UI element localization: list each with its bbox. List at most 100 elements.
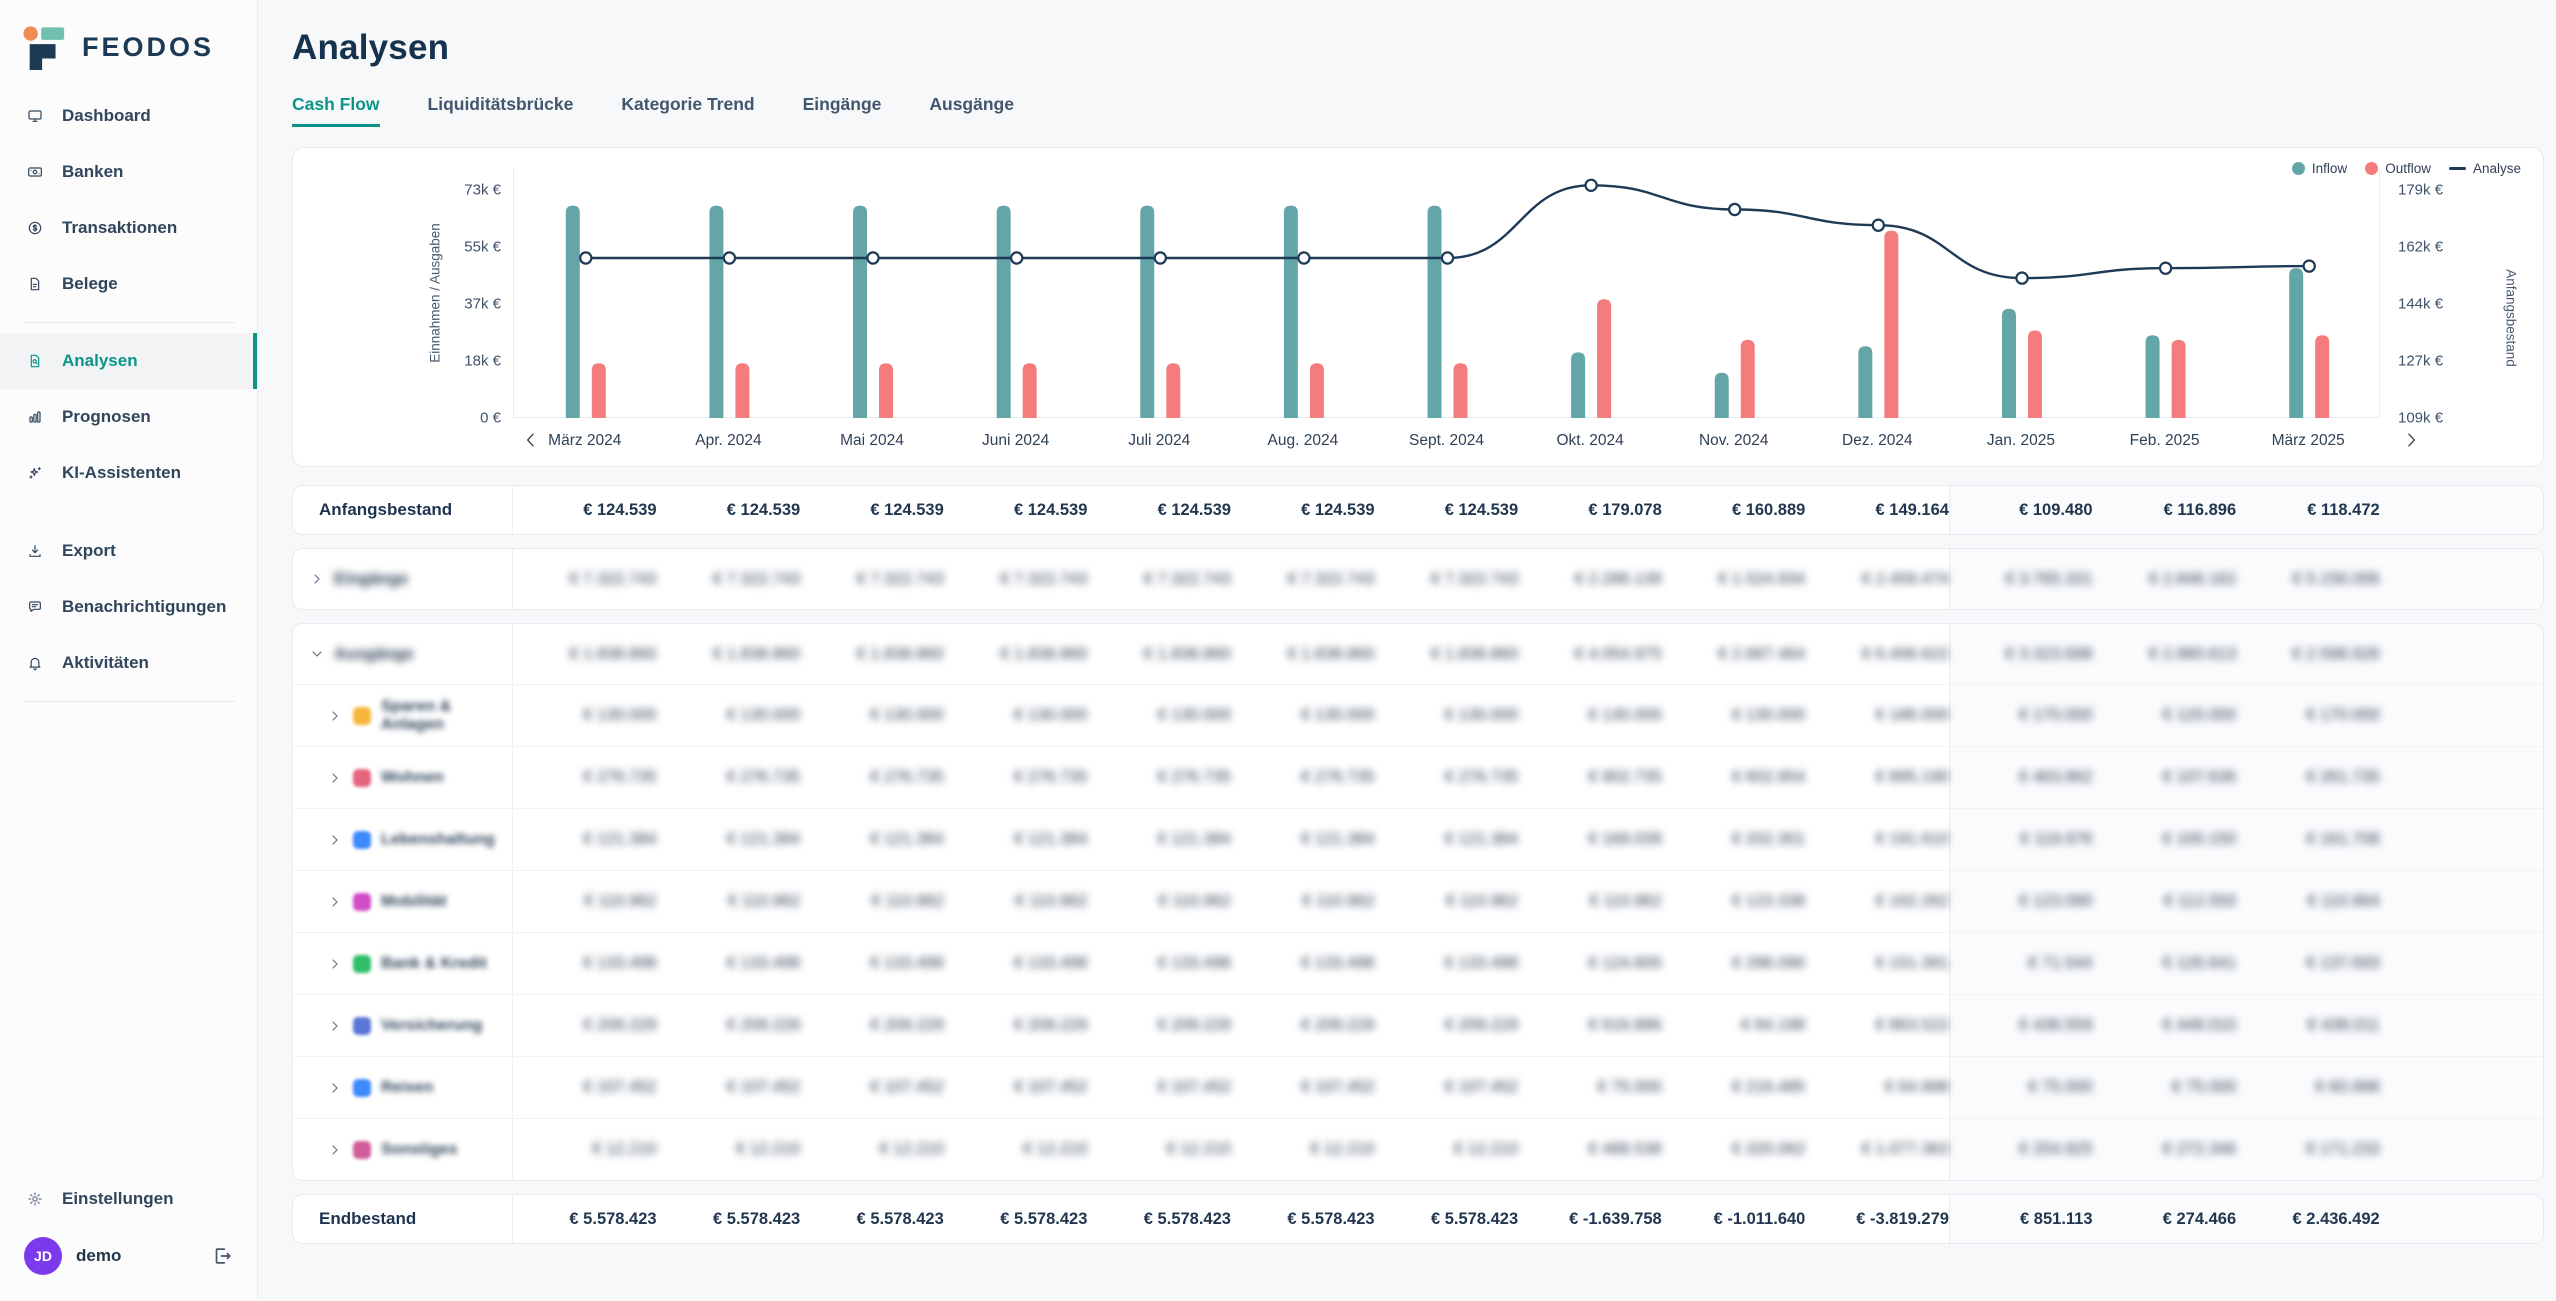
sidebar-item-banken[interactable]: Banken [0,144,257,200]
analyse-point[interactable] [2302,259,2316,273]
sidebar-item-export[interactable]: Export [0,523,257,579]
outflow-bar[interactable] [2171,339,2186,418]
analyse-point[interactable] [1727,202,1742,217]
inflow-bar[interactable] [2289,268,2304,418]
chart-prev-period-button[interactable] [521,430,543,452]
cell-value: € 121.384 [1013,830,1088,848]
chart-next-period-button[interactable] [2401,430,2423,452]
x-axis-label: Apr. 2024 [695,432,762,449]
expand-chevron-icon[interactable] [327,1080,343,1096]
table-row-sonstiges: Sonstiges € 12.210 € 12.210 € 12.210 € 12.21… [293,1118,2543,1180]
sidebar-item-transaktionen[interactable]: Transaktionen [0,200,257,256]
outflow-bar[interactable] [2315,335,2330,418]
analyse-point[interactable] [722,251,737,265]
tab-kategorie-trend[interactable]: Kategorie Trend [621,94,755,114]
table-cell: € 191.610 [1805,809,1949,870]
sidebar-item-prognosen[interactable]: Prognosen [0,389,257,445]
tab-liquiditätsbrücke[interactable]: Liquiditätsbrücke [427,94,574,114]
legend-label: Outflow [2385,161,2431,176]
inflow-bar[interactable] [2001,308,2016,418]
row-label-cell: Ausgänge [293,624,513,684]
sidebar-item-benachrichtigungen[interactable]: Benachrichtigungen [0,579,257,635]
table-cell: € 202.301 [1662,809,1805,870]
outflow-bar[interactable] [1166,363,1181,418]
tab-eingänge[interactable]: Eingänge [802,94,882,114]
outflow-bar[interactable] [2027,330,2042,419]
cell-value: € 7.322.743 [569,569,657,588]
table-cell: € 5.578.423 [1231,1195,1374,1243]
logout-button[interactable] [211,1245,233,1267]
sidebar-item-analysen[interactable]: Analysen [0,333,257,389]
analyse-point[interactable] [1010,251,1024,265]
expand-chevron-icon[interactable] [327,708,343,724]
analyse-point[interactable] [2015,271,2029,285]
inflow-bar[interactable] [853,205,868,418]
legend-item-outflow[interactable]: Outflow [2365,161,2431,176]
outflow-bar[interactable] [879,363,894,418]
analyse-point[interactable] [1871,218,1886,232]
outflow-bar[interactable] [1740,339,1755,418]
tab-ausgänge[interactable]: Ausgänge [929,94,1014,114]
outflow-bar[interactable] [591,363,606,418]
inflow-bar[interactable] [2145,335,2160,418]
cell-value: € 320.062 [1731,1140,1806,1158]
table-cell: € 1.838.860 [657,624,800,684]
inflow-bar[interactable] [1714,372,1729,418]
table-cell: € 272.346 [2092,1119,2237,1180]
sidebar-item-ki-assistenten[interactable]: KI-Assistenten [0,445,257,501]
legend-item-analyse[interactable]: Analyse [2448,161,2521,176]
cell-value: € 209.229 [870,1016,944,1034]
outflow-bar[interactable] [1597,299,1612,418]
cell-value: € 124.539 [583,500,657,519]
analyse-point[interactable] [1440,251,1455,265]
table-cell: € 118.472 [2236,486,2380,534]
table-cell: € 5.578.423 [800,1195,944,1243]
expand-chevron-icon[interactable] [309,571,325,587]
analyse-point[interactable] [2158,261,2173,275]
inflow-bar[interactable] [1571,352,1586,418]
cell-value: € 12.210 [592,1140,657,1158]
analyse-point[interactable] [1297,251,1311,265]
table-cell: € -1.011.640 [1662,1195,1806,1243]
table-cell: € 110.962 [1231,871,1374,932]
sidebar-item-dashboard[interactable]: Dashboard [0,88,257,144]
analyse-point[interactable] [579,251,593,265]
outflow-bar[interactable] [1884,230,1899,418]
cell-value: € 130.000 [1588,706,1662,724]
chart-x-axis: März 2024 Apr. 2024 Mai 2024 Juni 2024 Juli … [513,429,2380,455]
expand-chevron-icon[interactable] [327,894,343,910]
sidebar-item-belege[interactable]: Belege [0,256,257,312]
expand-chevron-icon[interactable] [327,770,343,786]
outflow-bar[interactable] [1309,363,1324,418]
analyse-point[interactable] [1584,178,1598,192]
user-row[interactable]: JD demo [0,1227,257,1281]
analyse-point[interactable] [866,251,880,265]
inflow-bar[interactable] [709,205,724,418]
inflow-bar[interactable] [1283,205,1298,418]
tab-cash-flow[interactable]: Cash Flow [292,94,380,127]
legend-item-inflow[interactable]: Inflow [2291,161,2347,176]
inflow-bar[interactable] [565,205,580,418]
cell-value: € 209.229 [1301,1016,1375,1034]
inflow-bar[interactable] [1427,205,1442,418]
expand-chevron-icon[interactable] [327,1018,343,1034]
table-cell: € 276.735 [513,747,656,808]
inflow-bar[interactable] [996,205,1011,418]
analyse-point[interactable] [1153,251,1168,265]
inflow-bar[interactable] [1140,205,1155,418]
row-label: Eingänge [334,569,409,588]
expand-chevron-icon[interactable] [327,956,343,972]
sidebar-item-aktivitaeten[interactable]: Aktivitäten [0,635,257,691]
category-color-icon [353,830,371,849]
collapse-chevron-icon[interactable] [309,646,325,662]
table-cell: € 186.000 [1805,685,1949,746]
expand-chevron-icon[interactable] [327,832,343,848]
table-cell: € 12.210 [513,1119,657,1180]
outflow-bar[interactable] [735,363,750,418]
outflow-bar[interactable] [1453,363,1468,418]
table-cell: € 130.000 [1231,685,1374,746]
sidebar-item-einstellungen[interactable]: Einstellungen [0,1171,257,1227]
outflow-bar[interactable] [1022,363,1037,418]
expand-chevron-icon[interactable] [327,1142,343,1158]
inflow-bar[interactable] [1858,346,1873,418]
